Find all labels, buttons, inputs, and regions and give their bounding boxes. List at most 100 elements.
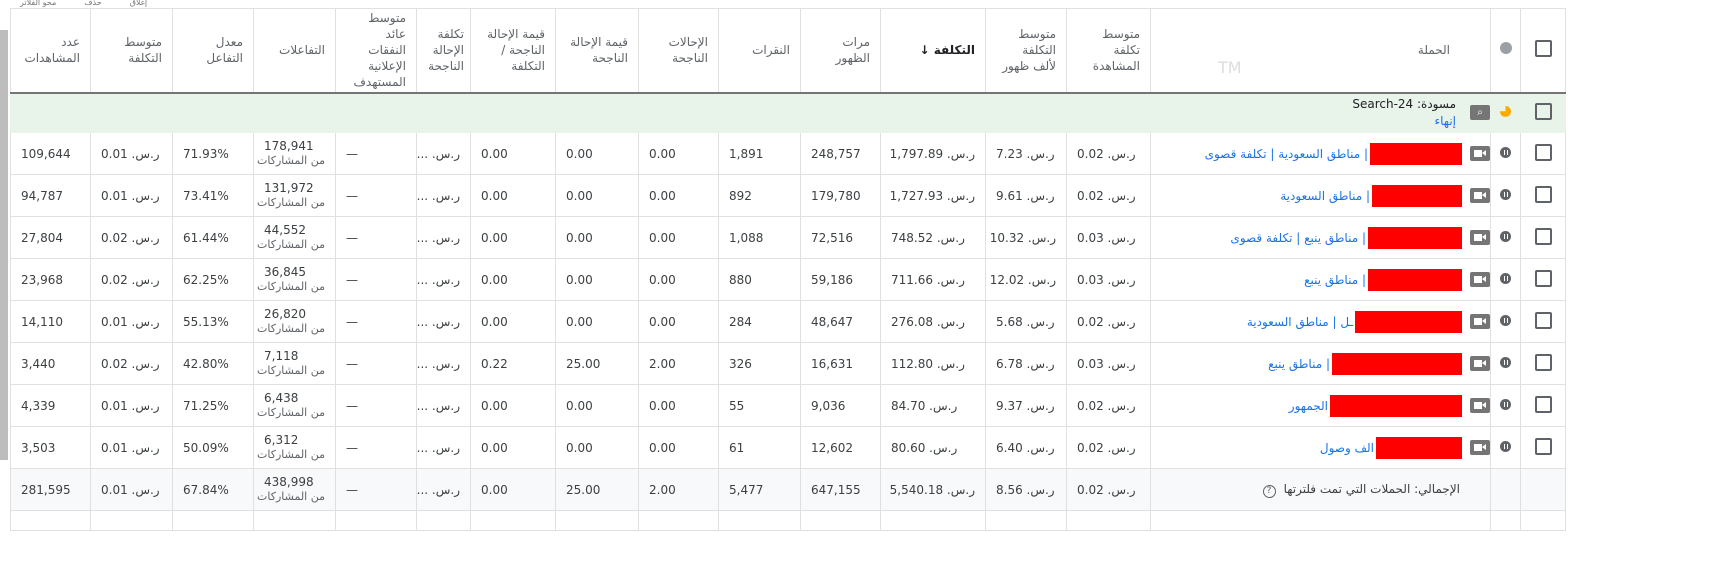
- col-impressions[interactable]: مرات الظهور: [800, 8, 881, 93]
- cell-target-roas: —: [335, 132, 417, 175]
- row-checkbox[interactable]: [1534, 227, 1552, 245]
- row-checkbox[interactable]: [1534, 395, 1552, 413]
- cell-conv-value-cost: 0.00: [470, 384, 556, 427]
- campaigns-table: الحملة متوسط تكلفة المشاهدة متوسط التكلف…: [10, 8, 1566, 531]
- paused-status-icon[interactable]: [1500, 440, 1511, 452]
- paused-status-icon[interactable]: [1500, 356, 1511, 368]
- cell-conv-value-cost: 0.00: [470, 468, 556, 511]
- cell-conv-value-cost: 0.00: [470, 426, 556, 469]
- row-checkbox[interactable]: [1534, 311, 1552, 329]
- interactions-sub: من المشاركات: [257, 238, 325, 251]
- col-avg-cpv[interactable]: متوسط تكلفة المشاهدة: [1066, 8, 1151, 93]
- campaign-name-link[interactable]: الجمهور: [1288, 398, 1328, 413]
- col-views[interactable]: عدد المشاهدات: [10, 8, 91, 93]
- cell-conversions: 0.00: [638, 300, 719, 343]
- cell-interactions: 6,438 من المشاركات: [253, 384, 336, 427]
- col-conv-value[interactable]: قيمة الإحالة الناجحة: [555, 8, 639, 93]
- col-cost[interactable]: التكلفة ↓: [880, 8, 986, 93]
- cell-impressions: 9,036: [800, 384, 881, 427]
- cell-conv-value: 0.00: [555, 174, 639, 217]
- col-campaign[interactable]: الحملة: [1150, 8, 1491, 93]
- paused-status-icon[interactable]: [1500, 314, 1511, 326]
- paused-status-icon[interactable]: [1500, 230, 1511, 242]
- interactions-sub: من المشاركات: [257, 280, 325, 293]
- cell-avg-cpm: ر.س. 9.37: [985, 384, 1067, 427]
- paused-status-icon[interactable]: [1500, 146, 1511, 158]
- col-target-roas[interactable]: متوسط عائد النفقات الإعلانية المستهدف: [335, 8, 417, 93]
- cell-target-roas: —: [335, 468, 417, 511]
- toolbar-delete[interactable]: حذف: [84, 0, 102, 7]
- draft-row: ⌕ مسودة: Search-24 إنهاء: [10, 92, 1566, 133]
- col-interactions[interactable]: التفاعلات: [253, 8, 336, 93]
- search-icon: ⌕: [1470, 105, 1490, 121]
- toolbar-close[interactable]: إغلاق: [129, 0, 148, 7]
- campaign-name-link[interactable]: ـل | مناطق السعودية: [1246, 314, 1353, 329]
- row-checkbox[interactable]: [1534, 437, 1552, 455]
- col-avg-cpm[interactable]: متوسط التكلفة لألف ظهور: [985, 8, 1067, 93]
- cell-target-roas: —: [335, 426, 417, 469]
- help-icon[interactable]: ?: [1262, 484, 1276, 498]
- campaign-name-link[interactable]: | مناطق السعودية: [1280, 188, 1370, 203]
- paused-status-icon[interactable]: [1500, 272, 1511, 284]
- cell-target-roas: —: [335, 258, 417, 301]
- cell-cost-per-conv: ر.س. ...: [416, 342, 471, 385]
- cell-clicks: 1,891: [718, 132, 801, 175]
- cell-views: 23,968: [10, 258, 91, 301]
- cell-avg-cpv: ر.س. 0.03: [1066, 216, 1151, 259]
- cell-avg-cpm: ر.س. 12.02: [985, 258, 1067, 301]
- redacted-name: [1355, 310, 1462, 333]
- cell-clicks: 61: [718, 426, 801, 469]
- cell-avg-cost: ر.س. 0.01: [90, 468, 173, 511]
- cell-interactions: 7,118 من المشاركات: [253, 342, 336, 385]
- draft-finish-link[interactable]: إنهاء: [1434, 113, 1456, 128]
- paused-status-icon[interactable]: [1500, 188, 1511, 200]
- video-camera-icon: [1470, 146, 1490, 161]
- cell-avg-cost: ر.س. 0.01: [90, 300, 173, 343]
- col-clicks[interactable]: النقرات: [718, 8, 801, 93]
- col-cost-per-conv[interactable]: تكلفة الإحالة الناجحة: [416, 8, 471, 93]
- status-dot-icon[interactable]: [1499, 42, 1512, 55]
- status-header: [1490, 8, 1521, 93]
- cell-avg-cpm: ر.س. 10.32: [985, 216, 1067, 259]
- interactions-sub: من المشاركات: [257, 196, 325, 209]
- col-avg-cost[interactable]: متوسط التكلفة: [90, 8, 173, 93]
- campaign-name-link[interactable]: الف وصول: [1319, 440, 1374, 455]
- campaign-name-link[interactable]: | مناطق ينبع: [1304, 272, 1366, 287]
- cell-target-roas: —: [335, 174, 417, 217]
- cell-interaction-rate: 61.44%: [172, 216, 254, 259]
- cell-conversions: 0.00: [638, 216, 719, 259]
- cell-clicks: 880: [718, 258, 801, 301]
- select-all-checkbox[interactable]: [1534, 39, 1552, 57]
- campaign-name-link[interactable]: | مناطق السعودية | تكلفة قصوى: [1204, 146, 1368, 161]
- row-checkbox[interactable]: [1534, 185, 1552, 203]
- cell-avg-cpm: ر.س. 9.61: [985, 174, 1067, 217]
- video-camera-icon: [1470, 272, 1490, 287]
- draft-status-icon: [1500, 105, 1511, 117]
- cell-cost: ر.س. 1,727.93: [880, 174, 986, 217]
- cell-interaction-rate: 73.41%: [172, 174, 254, 217]
- campaign-name-link[interactable]: | مناطق ينبع: [1268, 356, 1330, 371]
- paused-status-icon[interactable]: [1500, 398, 1511, 410]
- cell-interaction-rate: 62.25%: [172, 258, 254, 301]
- col-conversions[interactable]: الإحالات الناجحة: [638, 8, 719, 93]
- row-checkbox[interactable]: [1534, 143, 1552, 161]
- toolbar-clear-filters[interactable]: محو الفلاتر: [20, 0, 57, 7]
- campaign-name-link[interactable]: | مناطق ينبع | تكلفة قصوى: [1230, 230, 1366, 245]
- cell-impressions: 59,186: [800, 258, 881, 301]
- row-checkbox[interactable]: [1534, 353, 1552, 371]
- cell-impressions: 647,155: [800, 468, 881, 511]
- cell-views: 109,644: [10, 132, 91, 175]
- cell-impressions: 48,647: [800, 300, 881, 343]
- cell-cost: ر.س. 748.52: [880, 216, 986, 259]
- cell-cost-per-conv: ر.س. ...: [416, 468, 471, 511]
- redacted-name: [1332, 352, 1462, 375]
- cell-conv-value-cost: 0.00: [470, 258, 556, 301]
- interactions-sub: من المشاركات: [257, 448, 325, 461]
- video-camera-icon: [1470, 230, 1490, 245]
- row-checkbox[interactable]: [1534, 102, 1552, 120]
- row-checkbox[interactable]: [1534, 269, 1552, 287]
- col-conv-value-cost[interactable]: قيمة الإحالة الناجحة / التكلفة: [470, 8, 556, 93]
- col-interaction-rate[interactable]: معدل التفاعل: [172, 8, 254, 93]
- scrollbar[interactable]: [0, 30, 8, 460]
- cell-interactions: 26,820 من المشاركات: [253, 300, 336, 343]
